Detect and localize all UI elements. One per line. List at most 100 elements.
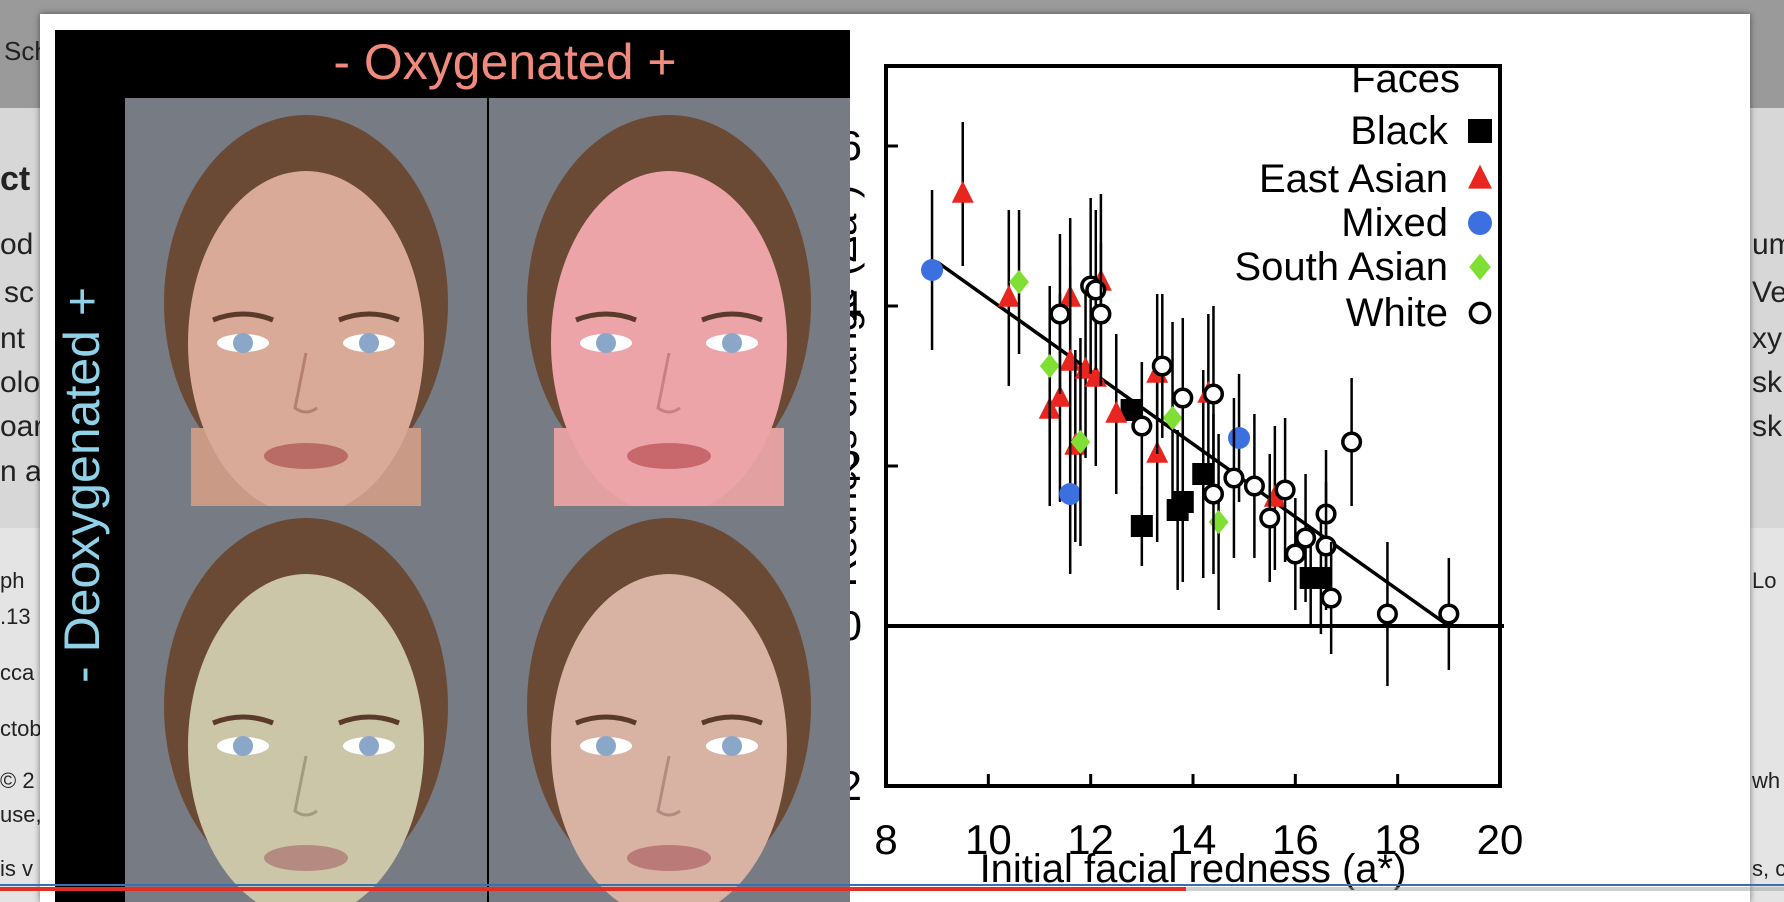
data-point: [1223, 467, 1245, 489]
data-point: [1202, 483, 1225, 505]
background-text-snippet: is v: [0, 856, 33, 881]
data-point: [1320, 587, 1342, 609]
face-photo-top-right: [489, 98, 850, 532]
legend-label: Black: [1350, 109, 1449, 153]
data-point: [1039, 353, 1060, 379]
background-text-snippet: olo: [0, 366, 41, 399]
background-text-snippet: n a: [0, 455, 42, 488]
data-point: [1376, 603, 1398, 625]
data-point: [1438, 603, 1460, 625]
background-text-snippet: nt: [0, 322, 26, 355]
data-point: [1341, 431, 1363, 453]
y-tick-label: 6: [850, 122, 862, 169]
x-tick-label: 14: [1170, 816, 1217, 863]
legend-label: Mixed: [1341, 201, 1448, 245]
data-point: [1151, 355, 1173, 377]
data-point: [1172, 387, 1194, 409]
legend-label: East Asian: [1259, 157, 1448, 201]
y-tick-label: 0: [850, 602, 862, 649]
face-photo-bottom-right: [489, 506, 850, 902]
x-axis-label: Initial facial redness (a*): [980, 847, 1407, 890]
background-text-snippet: sk: [1752, 410, 1782, 443]
face-photo-panel: [55, 30, 850, 902]
background-text-snippet: ct: [0, 160, 31, 198]
data-point: [1070, 429, 1091, 455]
data-point: [1295, 527, 1317, 549]
background-text-snippet: oar: [0, 410, 44, 443]
data-point: [1309, 567, 1332, 589]
x-tick-label: 12: [1067, 816, 1114, 863]
data-point: [1130, 515, 1153, 537]
data-point: [1202, 383, 1225, 405]
data-point: [1259, 507, 1281, 529]
trend-line: [936, 260, 1450, 628]
data-point: [1105, 400, 1128, 423]
data-point: [1090, 303, 1112, 325]
axis-ticks: 8 10 12 14 16 18 20 -2 0 2 4 6: [850, 122, 1523, 863]
background-text-snippet: sc: [4, 276, 34, 309]
series-east-asian: [951, 122, 1286, 570]
y-tick-label: 2: [850, 442, 862, 489]
legend-title: Faces: [1351, 57, 1460, 101]
data-point: [921, 259, 944, 281]
background-text-snippet: wh: [1752, 768, 1781, 793]
x-tick-label: 10: [965, 816, 1012, 863]
deoxygenated-axis-label: - Deoxygenated +: [54, 286, 110, 684]
background-text-snippet: sk: [1752, 366, 1782, 399]
y-tick-label: 4: [850, 282, 862, 329]
face-photo-top-left: [125, 98, 487, 532]
legend-marker: [1469, 253, 1491, 281]
background-text-snippet: s, c: [1752, 856, 1784, 881]
face-photo-bottom-left: [125, 506, 487, 902]
background-text-snippet: od: [0, 228, 34, 261]
data-point: [1171, 491, 1194, 513]
background-text-snippet: xy: [1752, 322, 1782, 355]
video-progress-bar[interactable]: [0, 887, 1784, 891]
background-text-snippet: © 2: [0, 768, 35, 793]
x-tick-label: 8: [874, 816, 897, 863]
data-point: [1049, 303, 1071, 325]
series-black: [1120, 370, 1332, 634]
data-point: [1228, 427, 1251, 449]
data-point: [1274, 479, 1296, 501]
data-point: [1243, 475, 1265, 497]
x-tick-label: 16: [1272, 816, 1319, 863]
data-points: [921, 122, 1460, 686]
data-point: [951, 180, 974, 203]
legend-marker: [1468, 211, 1492, 235]
y-axis-label: Redness change (Δa*): [850, 185, 865, 588]
data-point: [1192, 463, 1215, 485]
data-point: [1009, 269, 1029, 295]
y-tick-label: -2: [850, 762, 862, 809]
data-point: [1284, 543, 1306, 565]
data-point: [1048, 384, 1071, 407]
video-chapter-line: [0, 884, 1784, 886]
background-text-snippet: cca: [0, 660, 35, 685]
legend-marker: [1468, 164, 1492, 189]
legend-marker: [1468, 301, 1492, 325]
series-white: [1049, 198, 1460, 686]
background-text-snippet: ph: [0, 568, 25, 593]
background-text-snippet: use,: [0, 802, 42, 827]
x-tick-label: 18: [1374, 816, 1421, 863]
data-point: [997, 284, 1020, 307]
background-text-snippet: Lo: [1752, 568, 1777, 593]
data-point: [1208, 509, 1229, 535]
regression-line: [936, 260, 1450, 628]
background-text-snippet: Ve: [1752, 276, 1784, 309]
video-progress-fill: [0, 887, 1187, 891]
data-point: [1162, 405, 1183, 431]
oxygenated-axis-label: - Oxygenated +: [333, 34, 677, 90]
legend-label: White: [1346, 291, 1448, 335]
legend-label: South Asian: [1235, 245, 1449, 289]
x-tick-label: 20: [1477, 816, 1524, 863]
legend-marker: [1468, 119, 1492, 143]
data-point: [1059, 483, 1082, 505]
data-point: [1120, 399, 1143, 421]
background-text-snippet: ctob: [0, 716, 42, 741]
redness-scatter-chart: 8 10 12 14 16 18 20 -2 0 2 4 6 Initial facial redne…: [850, 57, 1523, 890]
data-point: [1131, 415, 1153, 437]
background-text-snippet: um: [1752, 228, 1784, 261]
background-text-snippet: .13: [0, 604, 31, 629]
